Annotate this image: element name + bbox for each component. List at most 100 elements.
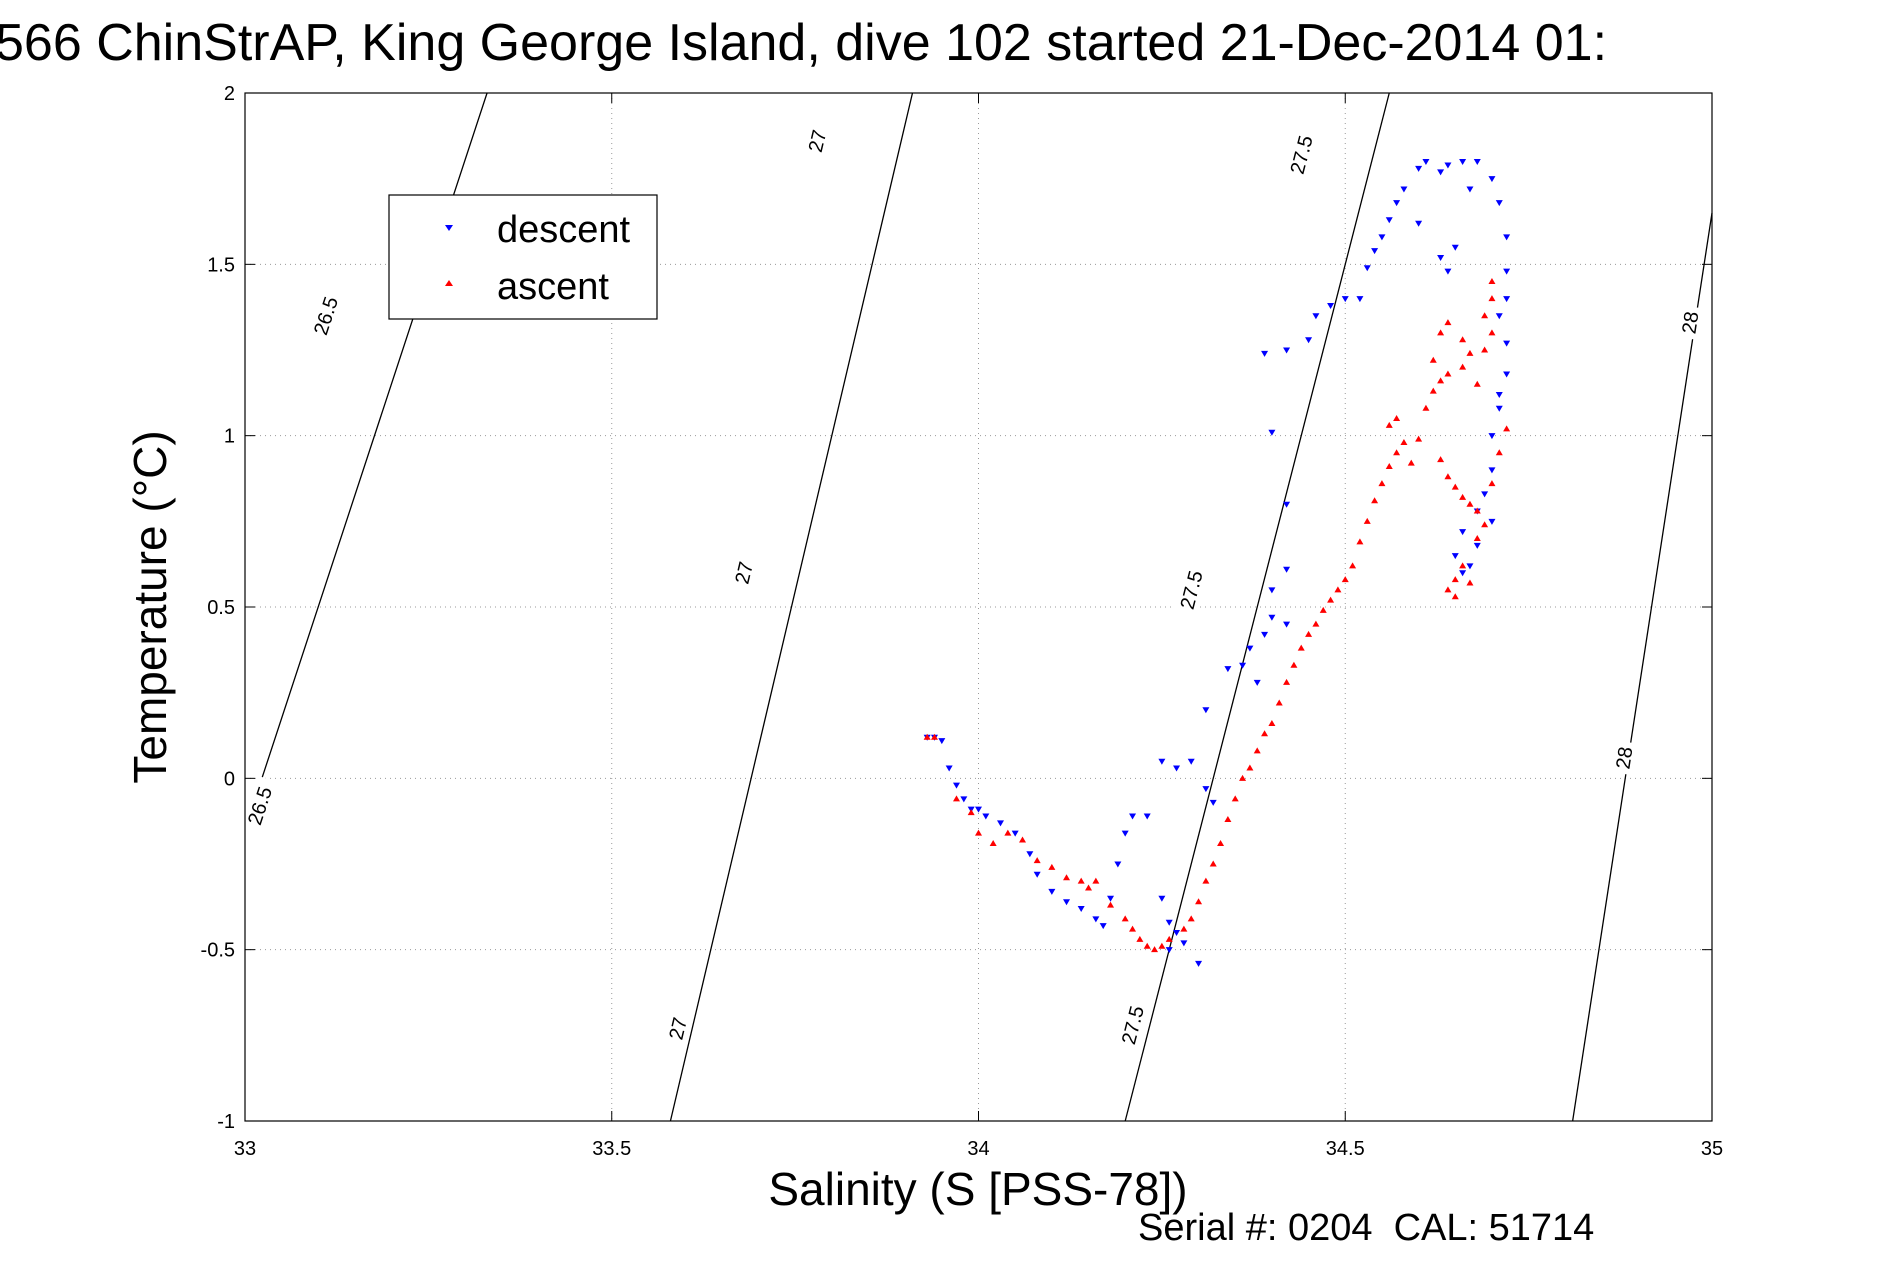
descent-point xyxy=(1488,176,1496,183)
ascent-point xyxy=(1407,459,1415,466)
ascent-point xyxy=(1466,349,1474,356)
descent-point xyxy=(1026,851,1034,858)
axis-ticks: 33 33.5 34 34.5 35 -1 -0.5 0 0.5 1 1.5 2 xyxy=(201,83,1724,1160)
series-ascent xyxy=(923,277,1511,953)
x-axis-label: Salinity (S [PSS-78]) xyxy=(768,1163,1187,1215)
contour-label-bg xyxy=(1282,124,1320,185)
series xyxy=(923,159,1511,967)
descent-point xyxy=(1261,631,1269,638)
ascent-point xyxy=(1393,415,1401,422)
descent-point xyxy=(945,765,953,772)
ascent-point xyxy=(1444,586,1452,593)
descent-point xyxy=(1503,234,1511,241)
ascent-point xyxy=(1363,517,1371,524)
descent-point xyxy=(1224,666,1232,673)
y-tick-label: 2 xyxy=(224,83,235,105)
ascent-point xyxy=(1092,877,1100,884)
contour-label-bg xyxy=(1113,994,1152,1056)
descent-point xyxy=(1268,614,1276,621)
ascent-point xyxy=(1165,935,1173,942)
series-descent xyxy=(923,159,1511,967)
ascent-point xyxy=(1231,795,1239,802)
ascent-point xyxy=(1085,884,1093,891)
descent-point xyxy=(1503,268,1511,275)
ascent-point xyxy=(1451,593,1459,600)
ascent-point xyxy=(1473,534,1481,541)
descent-point xyxy=(1283,501,1291,508)
descent-point xyxy=(1503,340,1511,347)
descent-point xyxy=(1195,960,1203,967)
contour-line-27 xyxy=(669,92,914,1122)
descent-point xyxy=(1011,830,1019,837)
contour-label-bg xyxy=(305,285,346,347)
ascent-point xyxy=(1444,370,1452,377)
ascent-point xyxy=(1429,356,1437,363)
descent-point xyxy=(1363,265,1371,272)
legend-marker-descent xyxy=(445,225,453,231)
x-tick-label: 34.5 xyxy=(1326,1138,1365,1160)
descent-point xyxy=(1371,248,1379,255)
legend-label-ascent: ascent xyxy=(497,266,609,308)
ascent-point xyxy=(1129,925,1137,932)
contour-label-27: 27 xyxy=(728,554,760,592)
ascent-point xyxy=(1459,493,1467,500)
ascent-point xyxy=(1033,857,1041,864)
contour-label-text: 28 xyxy=(1678,310,1703,335)
ascent-point xyxy=(923,733,931,740)
ascent-point xyxy=(1466,579,1474,586)
ascent-point xyxy=(1415,435,1423,442)
ascent-point xyxy=(1195,898,1203,905)
ascent-point xyxy=(1004,829,1012,836)
descent-point xyxy=(1173,930,1181,937)
ascent-point xyxy=(1209,860,1217,867)
ascent-point xyxy=(1503,425,1511,432)
descent-point xyxy=(1495,392,1503,399)
serial-cal-note: Serial #: 0204 CAL: 51714 xyxy=(1138,1207,1594,1249)
ascent-point xyxy=(1488,295,1496,302)
ascent-point xyxy=(1393,449,1401,456)
descent-point xyxy=(1268,429,1276,436)
descent-point xyxy=(1114,861,1122,868)
contour-label-bg xyxy=(801,122,833,160)
descent-point xyxy=(1180,940,1188,947)
ascent-point xyxy=(1077,877,1085,884)
descent-point xyxy=(1356,296,1364,303)
ascent-point xyxy=(1158,942,1166,949)
ascent-point xyxy=(1481,521,1489,528)
ascent-point xyxy=(1488,480,1496,487)
descent-point xyxy=(1466,186,1474,193)
descent-point xyxy=(1459,159,1467,166)
ascent-point xyxy=(1217,839,1225,846)
descent-point xyxy=(1173,765,1181,772)
ascent-point xyxy=(1290,661,1298,668)
y-axis-label: Temperature (°C) xyxy=(124,430,176,783)
descent-point xyxy=(1312,313,1320,320)
descent-point xyxy=(1495,313,1503,320)
descent-point xyxy=(1099,923,1107,930)
descent-point xyxy=(960,796,968,803)
ascent-point xyxy=(1187,915,1195,922)
contour-label-bg xyxy=(1675,304,1705,341)
legend-marker-ascent xyxy=(445,280,453,286)
descent-point xyxy=(1158,758,1166,765)
contour-label-28: 28 xyxy=(1675,304,1705,341)
ascent-point xyxy=(1459,562,1467,569)
ascent-point xyxy=(1429,387,1437,394)
descent-point xyxy=(1444,268,1452,275)
descent-point xyxy=(1129,813,1137,820)
x-tick-label: 34 xyxy=(967,1138,989,1160)
descent-point xyxy=(1165,919,1173,926)
legend: descent ascent xyxy=(388,194,658,320)
legend-entry-ascent: ascent xyxy=(445,266,609,308)
descent-point xyxy=(1033,871,1041,878)
ascent-point xyxy=(1459,363,1467,370)
ascent-point xyxy=(1136,935,1144,942)
contour-label-27: 27 xyxy=(662,1010,694,1047)
descent-point xyxy=(1481,491,1489,498)
descent-point xyxy=(938,738,946,745)
contour-label-text: 27 xyxy=(665,1015,692,1042)
descent-point xyxy=(1495,200,1503,207)
ascent-point xyxy=(1341,576,1349,583)
descent-point xyxy=(1495,405,1503,412)
